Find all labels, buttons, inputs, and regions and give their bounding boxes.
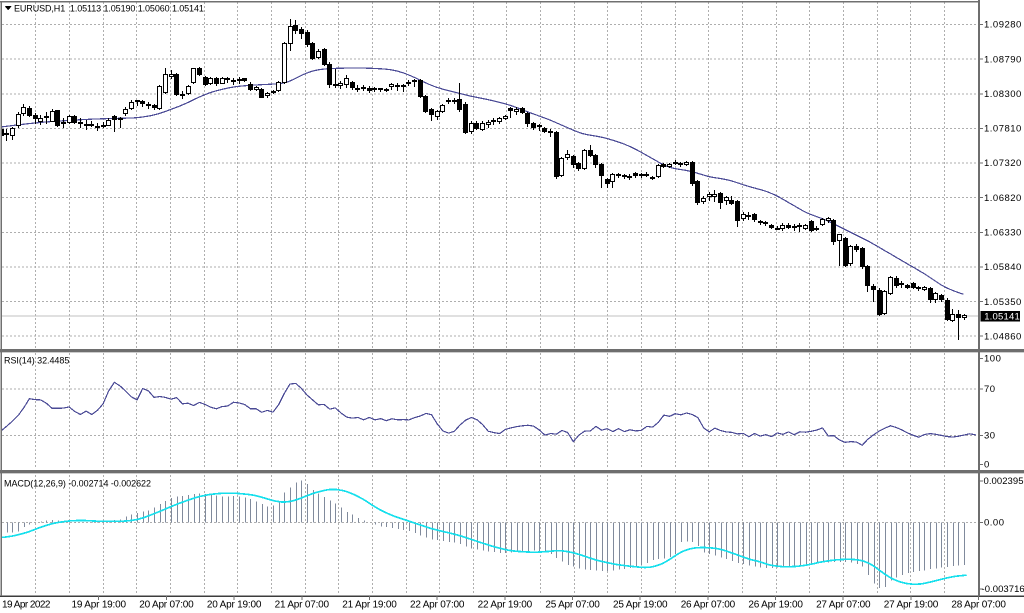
svg-text:21 Apr 07:00: 21 Apr 07:00: [275, 600, 330, 611]
svg-text:1.08300: 1.08300: [984, 89, 1022, 100]
svg-text:EURUSD,H1 1.05113 1.05190 1.0: EURUSD,H1 1.05113 1.05190 1.05060 1.0514…: [14, 4, 204, 14]
svg-text:RSI(14) 32.4485: RSI(14) 32.4485: [4, 356, 69, 366]
svg-text:19 Apr 2022: 19 Apr 2022: [2, 600, 51, 611]
svg-text:MACD(12,26,9) -0.002714 -0.002: MACD(12,26,9) -0.002714 -0.002622: [4, 479, 151, 489]
svg-text:70: 70: [984, 384, 996, 395]
svg-text:1.07810: 1.07810: [984, 124, 1022, 135]
svg-text:100: 100: [984, 354, 1001, 365]
svg-text:1.08790: 1.08790: [984, 54, 1022, 65]
svg-text:26 Apr 07:00: 26 Apr 07:00: [681, 600, 736, 611]
svg-text:-0.003716: -0.003716: [982, 584, 1024, 595]
svg-text:1.05141: 1.05141: [984, 312, 1020, 323]
svg-text:27 Apr 07:00: 27 Apr 07:00: [816, 600, 871, 611]
svg-text:1.04860: 1.04860: [984, 331, 1022, 342]
svg-text:22 Apr 07:00: 22 Apr 07:00: [410, 600, 465, 611]
svg-text:25 Apr 07:00: 25 Apr 07:00: [545, 600, 600, 611]
svg-text:0: 0: [984, 460, 990, 471]
svg-text:0.00: 0.00: [984, 518, 1005, 529]
svg-text:1.05840: 1.05840: [984, 262, 1022, 273]
svg-text:26 Apr 19:00: 26 Apr 19:00: [748, 600, 803, 611]
svg-text:1.07320: 1.07320: [984, 158, 1022, 169]
svg-text:0.002395: 0.002395: [984, 476, 1024, 487]
svg-text:1.06330: 1.06330: [984, 228, 1022, 239]
svg-text:28 Apr 07:00: 28 Apr 07:00: [951, 600, 1006, 611]
svg-text:25 Apr 19:00: 25 Apr 19:00: [613, 600, 668, 611]
svg-text:19 Apr 19:00: 19 Apr 19:00: [72, 600, 127, 611]
svg-text:27 Apr 19:00: 27 Apr 19:00: [884, 600, 939, 611]
svg-text:30: 30: [984, 431, 996, 442]
svg-text:21 Apr 19:00: 21 Apr 19:00: [342, 600, 397, 611]
svg-text:1.06820: 1.06820: [984, 193, 1022, 204]
svg-text:1.05350: 1.05350: [984, 297, 1022, 308]
svg-text:22 Apr 19:00: 22 Apr 19:00: [478, 600, 533, 611]
svg-text:20 Apr 19:00: 20 Apr 19:00: [207, 600, 262, 611]
svg-text:1.09280: 1.09280: [984, 20, 1022, 31]
svg-text:20 Apr 07:00: 20 Apr 07:00: [139, 600, 194, 611]
